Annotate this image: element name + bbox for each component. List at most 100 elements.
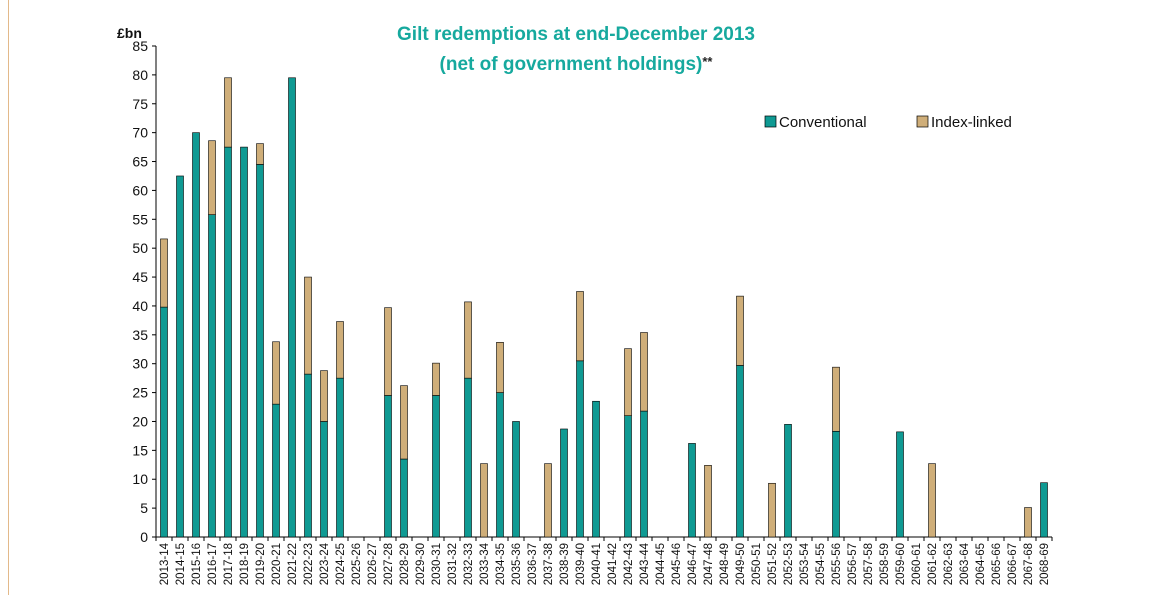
bar-conventional-2022-23 [304, 373, 312, 538]
bar-index-linked-2033-34 [480, 463, 488, 538]
bar-conventional-2055-56 [832, 430, 840, 538]
chart-legend: Conventional Index-linked [764, 114, 1012, 131]
x-tick-label: 2019-20 [255, 543, 267, 585]
y-tick-label: 60 [132, 182, 148, 198]
y-tick-label: 15 [132, 442, 148, 458]
bar-conventional-2021-22 [288, 77, 296, 538]
y-tick-label: 50 [132, 240, 148, 256]
x-tick-label: 2023-24 [319, 542, 331, 585]
x-tick-label: 2016-17 [207, 543, 219, 585]
bar-index-linked-2039-40 [576, 291, 584, 362]
bar-index-linked-2027-28 [384, 307, 392, 396]
bar-conventional-2068-69 [1040, 482, 1048, 538]
x-tick-label: 2057-58 [863, 543, 875, 585]
x-tick-label: 2044-45 [655, 543, 667, 585]
x-tick-label: 2033-34 [479, 542, 491, 585]
bar-conventional-2017-18 [224, 146, 232, 538]
chart-title-footnote: ** [702, 54, 713, 69]
x-tick-label: 2020-21 [271, 543, 283, 585]
bar-index-linked-2055-56 [832, 366, 840, 432]
bar-index-linked-2019-20 [256, 143, 264, 165]
chart-title-line2: (net of government holdings)** [440, 54, 714, 75]
y-tick-label: 65 [132, 154, 148, 170]
bar-conventional-2018-19 [240, 146, 248, 538]
x-tick-label: 2014-15 [175, 543, 187, 585]
x-tick-label: 2058-59 [879, 543, 891, 585]
bar-index-linked-2016-17 [208, 140, 216, 215]
page-border-line [8, 0, 9, 595]
bar-index-linked-2030-31 [432, 362, 440, 396]
bar-conventional-2019-20 [256, 164, 264, 538]
bar-index-linked-2022-23 [304, 276, 312, 375]
bar-conventional-2032-33 [464, 377, 472, 538]
x-tick-label: 2026-27 [367, 543, 379, 585]
x-tick-label: 2046-47 [687, 543, 699, 585]
y-tick-label: 5 [140, 500, 148, 516]
legend-swatch-index-linked [916, 115, 929, 128]
y-tick-label: 75 [132, 96, 148, 112]
bar-conventional-2014-15 [176, 175, 184, 538]
x-tick-label: 2038-39 [559, 543, 571, 585]
x-tick-label: 2061-62 [927, 543, 939, 585]
bar-conventional-2027-28 [384, 395, 392, 538]
bar-conventional-2040-41 [592, 400, 600, 538]
bar-index-linked-2051-52 [768, 482, 776, 538]
x-tick-label: 2062-63 [943, 543, 955, 585]
bar-index-linked-2067-68 [1024, 507, 1032, 538]
bar-conventional-2059-60 [896, 431, 904, 538]
x-tick-label: 2041-42 [607, 543, 619, 585]
y-tick-label: 40 [132, 298, 148, 314]
chart-title-line2-text: (net of government holdings) [440, 54, 703, 75]
legend-swatch-conventional [764, 115, 777, 128]
y-tick-label: 70 [132, 125, 148, 141]
bar-conventional-2039-40 [576, 360, 584, 538]
x-tick-label: 2063-64 [959, 542, 971, 585]
bar-conventional-2038-39 [560, 428, 568, 538]
plot-area: 0 5 10 15 20 25 30 35 40 45 50 55 60 65 70 75 80 85 2013-1… [132, 38, 1053, 585]
x-tick-label: 2021-22 [287, 543, 299, 585]
bar-conventional-2052-53 [784, 424, 792, 538]
x-tick-label: 2027-28 [383, 543, 395, 585]
bar-index-linked-2020-21 [272, 341, 280, 405]
y-tick-label: 20 [132, 413, 148, 429]
bar-index-linked-2024-25 [336, 321, 344, 379]
bar-index-linked-2037-38 [544, 463, 552, 538]
x-tick-label: 2060-61 [911, 543, 923, 585]
x-tick-label: 2040-41 [591, 543, 603, 585]
x-tick-label: 2018-19 [239, 543, 251, 585]
x-tick-label: 2032-33 [463, 543, 475, 585]
x-tick-label: 2022-23 [303, 543, 315, 585]
bar-conventional-2020-21 [272, 403, 280, 538]
bar-index-linked-2013-14 [160, 238, 168, 308]
bar-conventional-2030-31 [432, 395, 440, 538]
x-tick-label: 2042-43 [623, 543, 635, 585]
bar-index-linked-2043-44 [640, 332, 648, 412]
x-tick-label: 2053-54 [799, 542, 811, 585]
x-tick-label: 2050-51 [751, 543, 763, 585]
x-tick-label: 2064-65 [975, 543, 987, 585]
bar-conventional-2049-50 [736, 365, 744, 538]
x-tick-label: 2025-26 [351, 543, 363, 585]
x-tick-label: 2047-48 [703, 543, 715, 585]
x-tick-label: 2048-49 [719, 543, 731, 585]
y-axis-unit-label: £bn [117, 25, 142, 41]
legend-label-conventional: Conventional [779, 114, 867, 131]
y-tick-label: 30 [132, 356, 148, 372]
bar-index-linked-2047-48 [704, 465, 712, 538]
bar-conventional-2043-44 [640, 410, 648, 538]
x-tick-label: 2036-37 [527, 543, 539, 585]
legend-label-index-linked: Index-linked [931, 114, 1012, 131]
x-tick-label: 2015-16 [191, 543, 203, 585]
bar-index-linked-2017-18 [224, 77, 232, 148]
x-tick-label: 2055-56 [831, 543, 843, 585]
x-tick-label: 2067-68 [1023, 543, 1035, 585]
x-tick-label: 2054-55 [815, 543, 827, 585]
x-tick-label: 2056-57 [847, 543, 859, 585]
x-tick-label: 2043-44 [639, 542, 651, 585]
x-tick-label: 2013-14 [159, 542, 171, 585]
x-tick-label: 2065-66 [991, 543, 1003, 585]
y-tick-label: 85 [132, 38, 148, 54]
bar-conventional-2046-47 [688, 443, 696, 538]
